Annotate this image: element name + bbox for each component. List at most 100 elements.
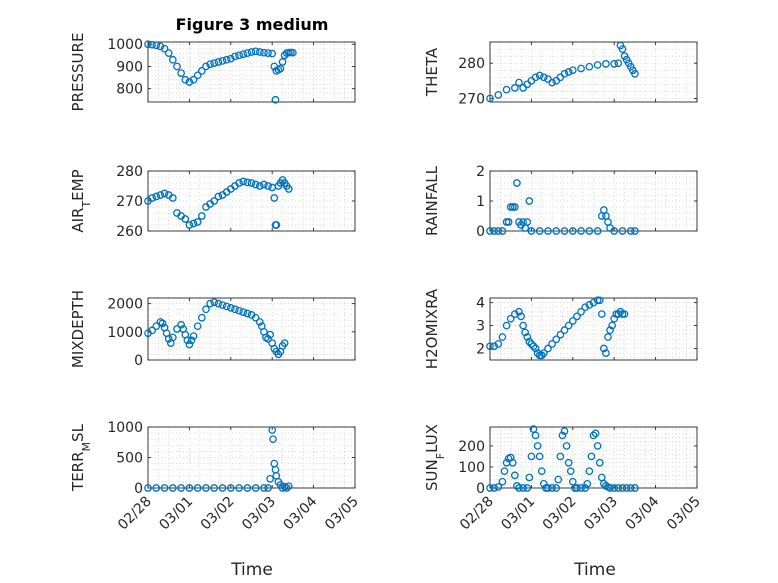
data-point — [527, 227, 536, 235]
data-point — [525, 197, 534, 205]
data-point — [164, 49, 173, 57]
data-point — [231, 52, 239, 61]
data-point — [568, 66, 577, 75]
data-point — [260, 180, 268, 189]
data-point — [529, 342, 538, 351]
y-tick-label: 1000 — [107, 420, 143, 436]
data-point — [486, 484, 494, 492]
data-point — [521, 328, 530, 337]
grid-terrmsl — [148, 427, 355, 488]
data-point — [243, 484, 252, 492]
y-tick-label: 0 — [134, 353, 143, 369]
data-point — [235, 179, 243, 187]
data-point — [197, 67, 206, 75]
data-point — [566, 467, 575, 476]
y-tick-label: 280 — [116, 164, 143, 180]
data-point — [539, 349, 548, 357]
data-point — [268, 426, 277, 434]
data-point — [264, 49, 272, 57]
y-tick-label: 280 — [458, 56, 485, 72]
data-point — [506, 314, 515, 323]
x-tick-label: 03/04 — [623, 493, 663, 533]
y-tick-label: 200 — [458, 439, 485, 455]
x-tick-label: 03/02 — [198, 494, 238, 534]
y-tick-label: 270 — [116, 194, 143, 210]
data-point — [193, 218, 202, 226]
data-point — [614, 484, 623, 492]
data-point — [585, 467, 594, 476]
data-point — [187, 336, 196, 345]
data-point — [581, 303, 590, 312]
data-point — [504, 218, 513, 226]
data-point — [548, 340, 556, 348]
data-point — [535, 71, 544, 80]
y-tick-label: 500 — [116, 451, 143, 467]
axes-box-pressure — [147, 41, 356, 103]
data-point — [152, 41, 161, 50]
data-point — [202, 62, 210, 71]
data-point — [144, 484, 152, 492]
data-point — [189, 219, 198, 228]
data-point — [168, 55, 177, 64]
data-point — [595, 458, 604, 467]
data-point — [560, 69, 569, 78]
data-point — [577, 227, 585, 235]
data-point — [502, 85, 511, 94]
data-point — [552, 335, 561, 344]
data-point — [523, 484, 532, 492]
data-point — [247, 179, 256, 187]
data-point — [214, 192, 223, 201]
data-point — [610, 314, 619, 323]
data-point — [177, 484, 185, 492]
data-point — [531, 73, 540, 82]
data-point — [558, 431, 567, 440]
data-point — [535, 227, 544, 235]
data-point — [158, 319, 167, 328]
data-point — [210, 484, 219, 492]
data-point — [515, 307, 523, 316]
series-terrmsl — [144, 426, 293, 492]
data-point — [554, 475, 563, 484]
data-point — [618, 45, 627, 53]
x-axis-label-right: Time — [573, 560, 616, 580]
data-point — [494, 340, 503, 348]
data-point — [226, 304, 235, 312]
y-axis-label-pressure: PRESSURE — [69, 33, 87, 112]
data-point — [544, 344, 552, 353]
x-tick-label: 03/05 — [322, 494, 362, 534]
data-point — [589, 431, 598, 440]
data-point — [177, 320, 185, 329]
x-tick-label: 03/04 — [281, 493, 321, 533]
data-point — [527, 452, 536, 461]
data-point — [251, 47, 260, 56]
data-point — [583, 479, 592, 488]
x-tick-label: 03/01 — [156, 494, 196, 534]
data-point — [513, 179, 521, 187]
data-point — [226, 54, 235, 63]
data-point — [560, 427, 569, 436]
data-point — [498, 477, 507, 486]
data-point — [502, 321, 511, 330]
data-point — [577, 484, 585, 492]
plot-area-mixdepth — [148, 298, 355, 360]
y-tick-label: 4 — [476, 296, 485, 312]
data-point — [268, 49, 277, 58]
data-point — [486, 342, 494, 351]
y-tick-label: 800 — [116, 82, 143, 98]
data-point — [527, 340, 536, 348]
data-point — [255, 48, 264, 56]
x-tick-label: 03/01 — [498, 494, 538, 534]
axes-box-sunflux — [489, 426, 698, 489]
data-point — [152, 322, 161, 331]
data-point — [218, 57, 227, 65]
data-point — [510, 203, 519, 211]
data-point — [500, 467, 509, 476]
data-point — [585, 62, 594, 71]
data-point — [183, 336, 192, 345]
data-point — [239, 50, 248, 59]
data-point — [280, 339, 289, 347]
grid-airtemp — [148, 171, 355, 231]
data-point — [226, 484, 235, 492]
data-point — [264, 182, 272, 190]
